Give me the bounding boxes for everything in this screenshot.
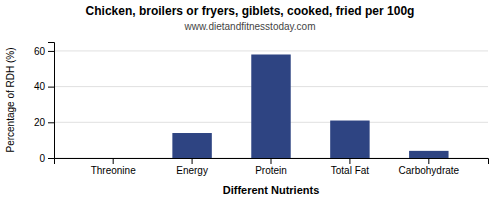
- bar: [93, 158, 132, 159]
- x-tick-label: Total Fat: [331, 165, 370, 176]
- y-axis-line: [48, 43, 55, 159]
- title: Chicken, broilers or fryers, giblets, co…: [86, 4, 415, 18]
- x-tick-mark: [113, 158, 114, 164]
- y-tick-mark: [48, 87, 54, 88]
- y-tick-mark: [48, 122, 54, 123]
- x-tick-label: Energy: [176, 165, 208, 176]
- x-tick: Energy: [176, 158, 208, 176]
- x-tick-mark: [192, 158, 193, 164]
- y-tick: 40: [34, 81, 54, 92]
- y-axis: 0 20 40 60: [34, 43, 55, 164]
- bar: [251, 54, 290, 158]
- x-tick: Carbohydrate: [399, 158, 460, 176]
- x-tick: Protein: [255, 158, 287, 176]
- chart-container: Threonine Energy Protein Total Fat Carbohydr…: [0, 0, 500, 200]
- y-tick: 0: [39, 153, 54, 164]
- bars: [172, 54, 448, 158]
- x-tick: Threonine: [91, 158, 136, 176]
- y-tick: 60: [34, 46, 54, 57]
- bar: [409, 151, 448, 158]
- x-tick-label: Carbohydrate: [399, 165, 460, 176]
- x-tick: Total Fat: [331, 158, 370, 176]
- y-tick: 20: [34, 117, 54, 128]
- y-tick-mark: [48, 158, 54, 159]
- y-tick-label: 60: [34, 46, 46, 57]
- x-tick-mark: [349, 158, 350, 164]
- y-tick-mark: [48, 51, 54, 52]
- x-axis: Threonine Energy Protein Total Fat Carbohydr…: [55, 158, 489, 176]
- grid-line: [54, 50, 488, 51]
- x-axis-title: Different Nutrients: [223, 184, 320, 196]
- x-tick-label: Protein: [255, 165, 287, 176]
- bar: [330, 121, 369, 158]
- y-axis-title: Percentage of RDH (%): [5, 47, 16, 152]
- x-axis-line: [55, 159, 489, 165]
- chart: Threonine Energy Protein Total Fat Carbohydr…: [0, 0, 500, 200]
- y-tick-label: 40: [34, 81, 46, 92]
- x-tick-mark: [271, 158, 272, 164]
- subtitle: www.dietandfitnesstoday.com: [184, 21, 316, 32]
- y-tick-label: 20: [34, 117, 46, 128]
- grid: [54, 51, 488, 158]
- x-tick-mark: [428, 158, 429, 164]
- bar: [172, 133, 211, 158]
- x-tick-label: Threonine: [91, 165, 136, 176]
- y-tick-label: 0: [39, 153, 45, 164]
